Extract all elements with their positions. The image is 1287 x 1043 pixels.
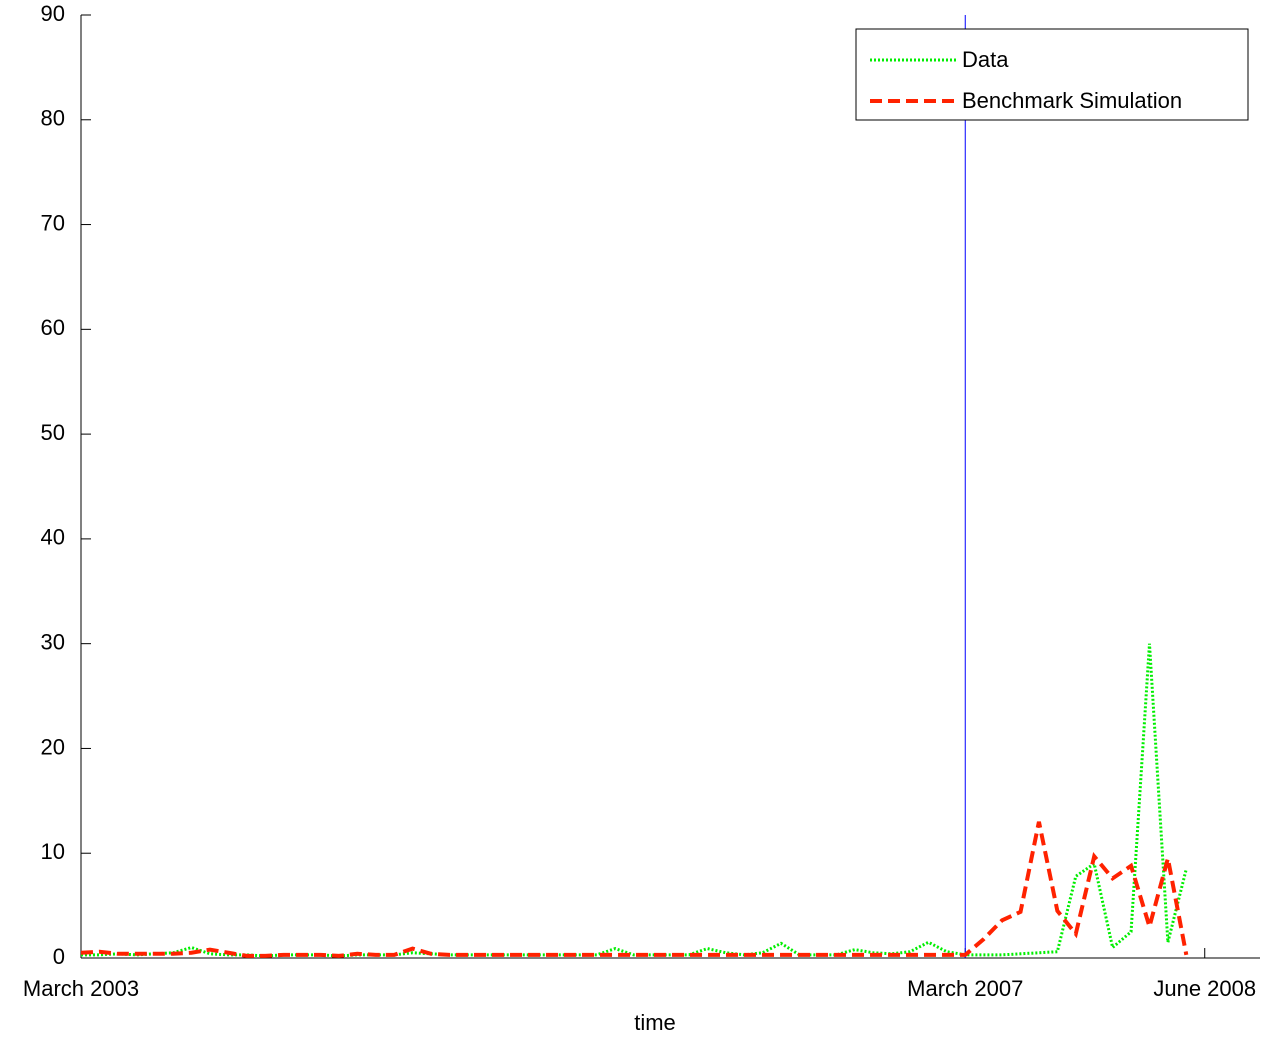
y-tick-label: 80: [41, 106, 65, 131]
y-tick-label: 50: [41, 420, 65, 445]
y-tick-label: 30: [41, 629, 65, 654]
data-line: [80, 821, 1189, 958]
x-tick-label: March 2007: [907, 976, 1023, 1001]
y-tick-label: 40: [41, 525, 65, 550]
x-tick-label: June 2008: [1153, 976, 1256, 1001]
x-axis-label: time: [634, 1010, 676, 1035]
y-tick-label: 70: [41, 210, 65, 235]
legend-box: [855, 28, 1249, 121]
y-tick-label: 20: [41, 734, 65, 759]
data-line: [81, 643, 1188, 958]
y-tick-label: 90: [41, 1, 65, 26]
x-tick-label: March 2003: [23, 976, 139, 1001]
y-tick-label: 0: [53, 944, 65, 969]
legend-label: Benchmark Simulation: [962, 88, 1182, 113]
y-tick-label: 60: [41, 315, 65, 340]
y-tick-label: 10: [41, 839, 65, 864]
legend-label: Data: [962, 47, 1009, 72]
